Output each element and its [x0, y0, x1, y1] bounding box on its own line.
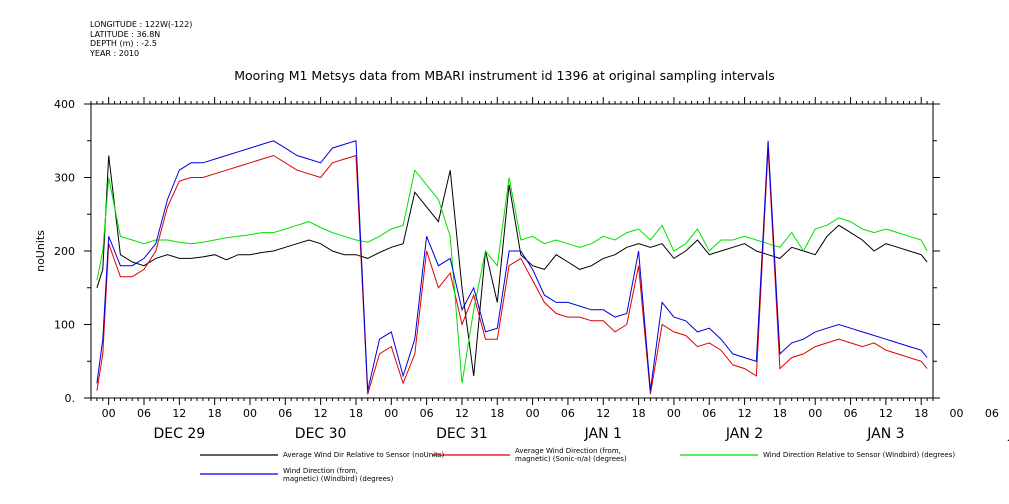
x-day-label: JAN 4 — [1008, 426, 1009, 442]
x-tick-label: 06 — [278, 407, 292, 420]
x-tick-label: 06 — [137, 407, 151, 420]
x-tick-label: 18 — [773, 407, 787, 420]
x-tick-label: 18 — [208, 407, 222, 420]
x-tick-label: 12 — [172, 407, 186, 420]
y-tick-label: 200 — [54, 245, 75, 258]
x-day-label: DEC 30 — [295, 426, 347, 442]
x-tick-label: 12 — [738, 407, 752, 420]
series-line-2 — [96, 169, 928, 384]
legend-label-2: Wind Direction Relative to Sensor (Windb… — [763, 451, 956, 459]
y-tick-label: 400 — [54, 98, 75, 111]
depth-label: DEPTH (m) : -2.5 — [90, 39, 157, 48]
latitude-label: LATITUDE : 36.8N — [90, 29, 161, 39]
x-tick-label: 00 — [950, 407, 964, 420]
legend-label-3: Wind Direction (from, magnetic) (Windbir… — [283, 467, 394, 483]
series-line-0 — [96, 155, 928, 376]
x-day-label: JAN 2 — [725, 426, 763, 442]
x-tick-label: 00 — [667, 407, 681, 420]
x-tick-label: 00 — [808, 407, 822, 420]
longitude-label: LONGITUDE : 122W(-122) — [90, 20, 193, 29]
x-tick-label: 18 — [349, 407, 363, 420]
x-day-label: DEC 31 — [436, 426, 488, 442]
x-tick-label: 00 — [384, 407, 398, 420]
x-tick-label: 06 — [561, 407, 575, 420]
y-tick-label: 100 — [54, 319, 75, 332]
x-tick-label: 12 — [455, 407, 469, 420]
x-tick-label: 00 — [102, 407, 116, 420]
chart-title: Mooring M1 Metsys data from MBARI instru… — [234, 68, 775, 83]
y-tick-label: 300 — [54, 172, 75, 185]
x-day-label: JAN 3 — [866, 426, 904, 442]
legend-label-0: Average Wind Dir Relative to Sensor (noU… — [283, 451, 445, 459]
x-tick-label: 06 — [985, 407, 999, 420]
x-tick-label: 18 — [914, 407, 928, 420]
y-axis-label: noUnits — [34, 230, 47, 272]
legend-label-1: Average Wind Direction (from, magnetic) … — [515, 447, 627, 463]
x-tick-label: 12 — [314, 407, 328, 420]
series-line-3 — [96, 140, 928, 391]
x-tick-label: 12 — [879, 407, 893, 420]
x-tick-label: 00 — [243, 407, 257, 420]
x-tick-label: 18 — [490, 407, 504, 420]
x-day-label: DEC 29 — [153, 426, 205, 442]
x-tick-label: 06 — [844, 407, 858, 420]
x-tick-label: 06 — [420, 407, 434, 420]
x-day-label: JAN 1 — [584, 426, 622, 442]
x-tick-label: 12 — [596, 407, 610, 420]
x-tick-label: 18 — [632, 407, 646, 420]
y-tick-label: 0. — [65, 392, 76, 405]
x-tick-label: 06 — [702, 407, 716, 420]
year-label: YEAR : 2010 — [90, 48, 140, 58]
series-line-1 — [96, 148, 928, 395]
x-tick-label: 00 — [526, 407, 540, 420]
metadata-block: LONGITUDE : 122W(-122) LATITUDE : 36.8N … — [90, 20, 192, 58]
